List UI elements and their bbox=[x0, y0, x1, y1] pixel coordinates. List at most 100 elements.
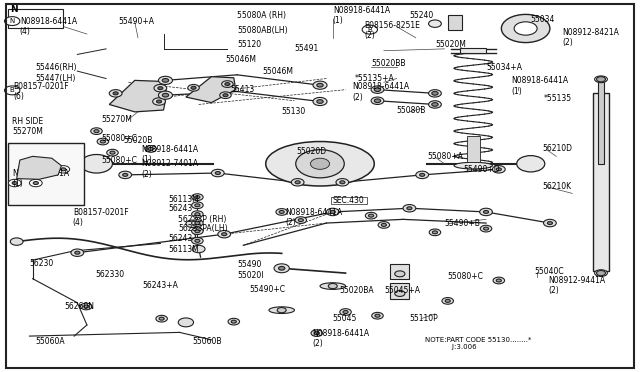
Circle shape bbox=[374, 99, 381, 103]
Ellipse shape bbox=[269, 307, 294, 314]
Circle shape bbox=[496, 279, 501, 282]
Circle shape bbox=[221, 233, 227, 235]
Circle shape bbox=[186, 220, 198, 228]
Text: 55120: 55120 bbox=[237, 40, 261, 49]
Text: 55240: 55240 bbox=[410, 11, 434, 20]
Circle shape bbox=[330, 211, 335, 214]
Polygon shape bbox=[186, 77, 236, 103]
Circle shape bbox=[483, 211, 488, 214]
Text: 56113M: 56113M bbox=[169, 195, 200, 204]
Circle shape bbox=[395, 291, 405, 296]
Circle shape bbox=[480, 225, 492, 232]
Circle shape bbox=[215, 171, 220, 174]
Text: 55034: 55034 bbox=[531, 15, 555, 24]
Circle shape bbox=[547, 222, 552, 225]
Bar bbox=[598, 82, 604, 164]
Bar bbox=[8, 9, 63, 29]
Circle shape bbox=[195, 204, 200, 207]
Text: 55490+D: 55490+D bbox=[464, 165, 500, 174]
Text: B: B bbox=[367, 27, 372, 33]
Text: 56210D: 56210D bbox=[542, 144, 572, 153]
Text: 562330: 562330 bbox=[95, 270, 124, 279]
Text: 55270M: 55270M bbox=[102, 115, 132, 124]
Circle shape bbox=[395, 271, 405, 277]
Circle shape bbox=[71, 249, 84, 256]
Circle shape bbox=[429, 90, 442, 97]
Circle shape bbox=[191, 202, 203, 209]
Circle shape bbox=[57, 166, 70, 173]
Circle shape bbox=[278, 266, 285, 270]
Circle shape bbox=[61, 168, 66, 171]
Text: N08918-6441A
(2): N08918-6441A (2) bbox=[285, 208, 342, 227]
Text: 55046M: 55046M bbox=[225, 55, 257, 64]
Text: N08912-8421A
(2): N08912-8421A (2) bbox=[563, 28, 620, 48]
Bar bbox=[390, 283, 410, 299]
Text: 55060A: 55060A bbox=[36, 337, 65, 346]
Text: 55020D: 55020D bbox=[296, 147, 326, 156]
Circle shape bbox=[223, 94, 228, 97]
Circle shape bbox=[191, 194, 203, 201]
Circle shape bbox=[479, 208, 492, 216]
Circle shape bbox=[81, 303, 92, 310]
Text: 55490+B: 55490+B bbox=[445, 219, 481, 228]
Text: 56243: 56243 bbox=[169, 205, 193, 214]
Ellipse shape bbox=[454, 162, 492, 169]
Circle shape bbox=[163, 78, 169, 82]
Text: 55080B: 55080B bbox=[397, 106, 426, 115]
Circle shape bbox=[313, 97, 327, 106]
Circle shape bbox=[407, 207, 412, 210]
Circle shape bbox=[372, 312, 383, 319]
Circle shape bbox=[432, 92, 438, 95]
Text: N08918-6441A
(4): N08918-6441A (4) bbox=[20, 17, 77, 36]
Circle shape bbox=[159, 76, 173, 84]
Text: N08918-6441A
(1): N08918-6441A (1) bbox=[511, 76, 569, 96]
Circle shape bbox=[148, 147, 154, 150]
Circle shape bbox=[328, 283, 337, 289]
Circle shape bbox=[274, 264, 289, 273]
Text: 55130: 55130 bbox=[282, 108, 306, 116]
Text: N08912-9441A
(2): N08912-9441A (2) bbox=[548, 276, 605, 295]
Circle shape bbox=[483, 227, 488, 230]
Text: SEC.430: SEC.430 bbox=[333, 196, 365, 205]
Circle shape bbox=[192, 245, 205, 253]
Circle shape bbox=[433, 231, 438, 234]
Text: 55020B: 55020B bbox=[124, 135, 153, 145]
Text: 55060B: 55060B bbox=[192, 337, 222, 346]
Text: RH SIDE
55270M: RH SIDE 55270M bbox=[12, 117, 44, 137]
Circle shape bbox=[362, 25, 378, 34]
Circle shape bbox=[29, 179, 42, 187]
Bar bbox=[593, 93, 609, 271]
Ellipse shape bbox=[595, 76, 607, 83]
Circle shape bbox=[295, 181, 300, 184]
Circle shape bbox=[496, 168, 501, 171]
Circle shape bbox=[12, 182, 17, 185]
Text: B08156-8251E
(2): B08156-8251E (2) bbox=[365, 20, 420, 40]
Circle shape bbox=[343, 311, 348, 314]
Text: *55135: *55135 bbox=[543, 94, 572, 103]
Text: 56260N: 56260N bbox=[65, 302, 95, 311]
Text: 55491: 55491 bbox=[294, 44, 319, 53]
Circle shape bbox=[429, 101, 442, 108]
Circle shape bbox=[420, 173, 425, 176]
Text: 55020BB: 55020BB bbox=[371, 59, 406, 68]
Circle shape bbox=[317, 100, 323, 103]
Circle shape bbox=[596, 77, 605, 82]
Circle shape bbox=[10, 238, 23, 245]
Text: N08918-6441A
(2): N08918-6441A (2) bbox=[352, 82, 409, 102]
Text: 56113M: 56113M bbox=[169, 244, 200, 253]
Circle shape bbox=[336, 179, 349, 186]
Circle shape bbox=[314, 332, 319, 335]
Bar bbox=[332, 197, 367, 204]
Text: N08912-7401A
(2): N08912-7401A (2) bbox=[141, 159, 198, 179]
Circle shape bbox=[228, 318, 239, 325]
Circle shape bbox=[97, 138, 109, 145]
Text: N: N bbox=[10, 18, 15, 24]
Circle shape bbox=[276, 209, 287, 215]
Circle shape bbox=[429, 229, 441, 235]
Polygon shape bbox=[109, 80, 167, 112]
Polygon shape bbox=[17, 156, 61, 179]
Circle shape bbox=[326, 208, 339, 216]
Circle shape bbox=[211, 169, 224, 177]
Circle shape bbox=[381, 224, 387, 227]
Text: 55447(LH): 55447(LH) bbox=[36, 74, 76, 83]
